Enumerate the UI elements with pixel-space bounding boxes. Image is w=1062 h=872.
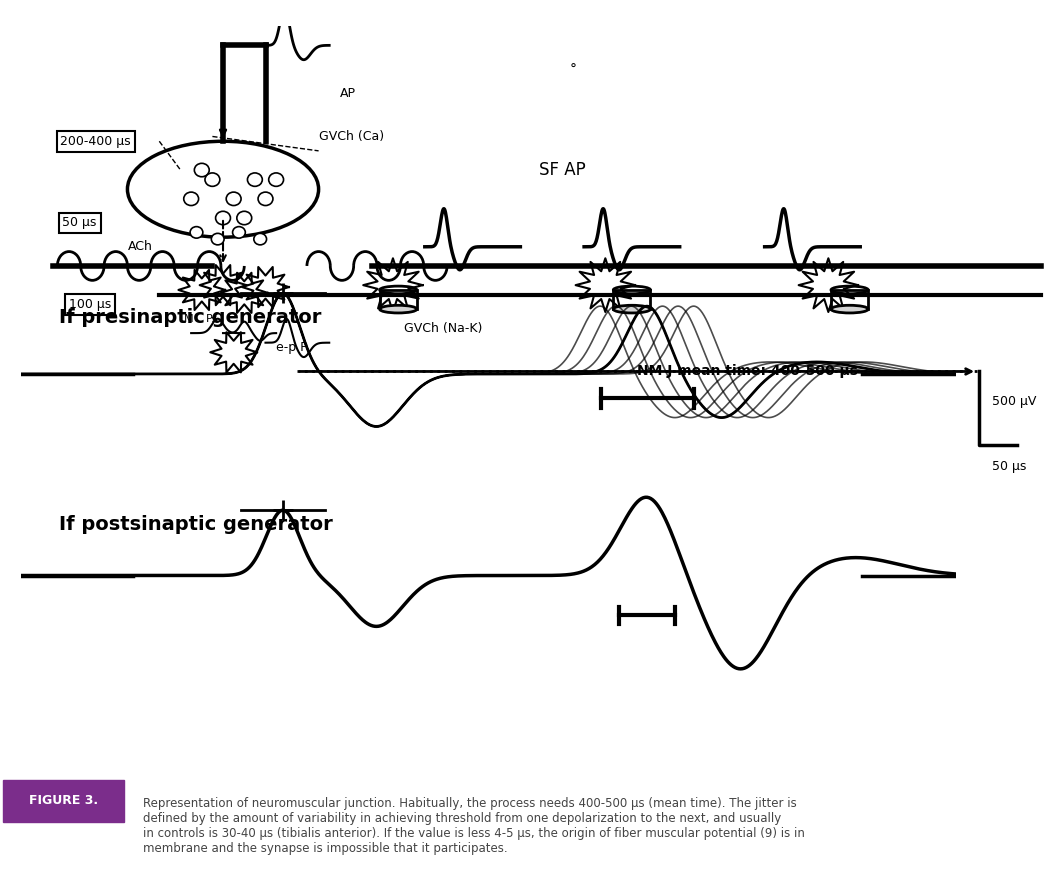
Text: FIGURE 3.: FIGURE 3. xyxy=(29,794,99,807)
Text: e-p P: e-p P xyxy=(276,341,308,354)
Ellipse shape xyxy=(379,305,416,313)
Text: GVCh (Ca): GVCh (Ca) xyxy=(319,130,383,143)
Text: 100 μs: 100 μs xyxy=(69,298,112,310)
Ellipse shape xyxy=(613,305,650,313)
Text: ACh: ACh xyxy=(127,241,152,253)
Text: Representation of neuromuscular junction. Habitually, the process needs 400-500 : Representation of neuromuscular junction… xyxy=(143,797,805,855)
Circle shape xyxy=(211,234,224,245)
Text: M: M xyxy=(184,314,194,324)
Text: NM J mean time: 400-500 μs: NM J mean time: 400-500 μs xyxy=(637,364,858,378)
FancyBboxPatch shape xyxy=(3,780,124,821)
Circle shape xyxy=(254,234,267,245)
Text: If postsinaptic generator: If postsinaptic generator xyxy=(58,515,332,535)
Text: °: ° xyxy=(570,63,577,77)
Text: 500 μV: 500 μV xyxy=(992,395,1037,407)
Bar xyxy=(380,290,416,310)
Bar xyxy=(830,290,869,310)
Text: 200-400 μs: 200-400 μs xyxy=(61,135,131,147)
Circle shape xyxy=(190,227,203,238)
Text: AP: AP xyxy=(340,87,356,99)
Text: GVCh (Na-K): GVCh (Na-K) xyxy=(404,322,482,335)
Text: 50 μs: 50 μs xyxy=(992,460,1026,473)
Bar xyxy=(614,290,650,310)
Text: SF AP: SF AP xyxy=(539,161,586,179)
Text: 50 μs: 50 μs xyxy=(63,216,97,229)
Ellipse shape xyxy=(830,305,869,313)
Circle shape xyxy=(233,227,245,238)
Text: Ps: Ps xyxy=(206,314,219,324)
Text: If presinaptic generator: If presinaptic generator xyxy=(58,308,321,327)
